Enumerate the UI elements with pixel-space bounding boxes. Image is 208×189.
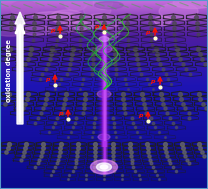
Ellipse shape	[94, 2, 123, 9]
Ellipse shape	[63, 19, 87, 27]
Text: $\uparrow$: $\uparrow$	[64, 109, 70, 117]
Ellipse shape	[73, 20, 93, 31]
Text: $\uparrow$: $\uparrow$	[156, 77, 162, 85]
Text: p: p	[145, 30, 150, 35]
Text: p: p	[45, 77, 50, 82]
Ellipse shape	[64, 0, 87, 11]
Text: p: p	[94, 24, 99, 29]
Ellipse shape	[90, 160, 118, 174]
Ellipse shape	[69, 21, 87, 33]
Text: oxidation degree: oxidation degree	[6, 40, 12, 102]
Ellipse shape	[97, 163, 111, 171]
Text: $\uparrow$: $\uparrow$	[144, 111, 150, 119]
Ellipse shape	[96, 45, 112, 53]
Text: p: p	[138, 113, 142, 118]
Ellipse shape	[154, 16, 171, 26]
Ellipse shape	[81, 14, 121, 29]
Text: p: p	[150, 79, 155, 84]
Text: $\uparrow$: $\uparrow$	[51, 75, 57, 83]
Text: p: p	[50, 28, 54, 33]
Text: p: p	[58, 111, 62, 116]
Ellipse shape	[46, 27, 74, 33]
Text: $\uparrow$: $\uparrow$	[100, 22, 106, 30]
Ellipse shape	[100, 165, 108, 169]
Ellipse shape	[102, 24, 120, 40]
Ellipse shape	[0, 24, 28, 36]
Ellipse shape	[10, 1, 38, 15]
Ellipse shape	[84, 2, 111, 18]
Ellipse shape	[97, 91, 111, 98]
Ellipse shape	[159, 3, 198, 20]
Ellipse shape	[98, 134, 110, 140]
Ellipse shape	[93, 0, 113, 9]
FancyArrow shape	[15, 12, 25, 124]
Text: $\uparrow$: $\uparrow$	[56, 26, 62, 34]
Ellipse shape	[173, 0, 208, 9]
Ellipse shape	[33, 12, 75, 19]
Ellipse shape	[21, 26, 53, 35]
Ellipse shape	[99, 36, 109, 42]
Text: $\uparrow$: $\uparrow$	[151, 28, 157, 36]
Ellipse shape	[50, 10, 84, 24]
